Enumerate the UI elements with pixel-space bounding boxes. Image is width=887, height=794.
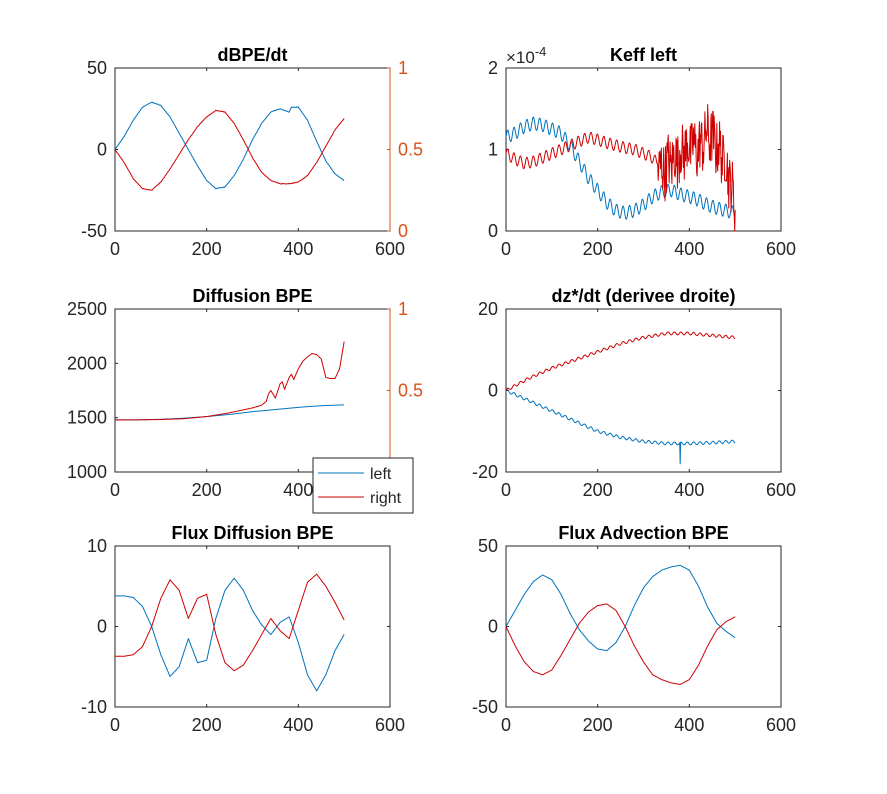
legend-box	[312, 457, 414, 514]
dz-dt-derivee-droite-xtick-label: 200	[583, 480, 613, 500]
flux-diffusion-bpe-series-left	[114, 577, 345, 692]
flux-diffusion-bpe-ytick-label: 10	[87, 536, 107, 556]
dz-dt-derivee-droite-series-left	[505, 389, 736, 465]
dbpe-dt-xtick-label: 400	[283, 239, 313, 259]
diffusion-bpe-xtick-label: 200	[192, 480, 222, 500]
flux-advection-bpe-series-right	[505, 603, 736, 685]
flux-advection-bpe-series-left	[505, 564, 736, 652]
diffusion-bpe-title: Diffusion BPE	[193, 286, 313, 306]
keff-left-ytick-label: 1	[488, 140, 498, 160]
diffusion-bpe-ytick-label: 1500	[67, 408, 107, 428]
keff-left-series-right	[505, 103, 736, 232]
diffusion-bpe-series-right	[114, 341, 345, 421]
diffusion-bpe-ytick-label: 2500	[67, 299, 107, 319]
flux-advection-bpe-ytick-label: 0	[488, 617, 498, 637]
dbpe-dt-series-right	[114, 109, 345, 191]
flux-advection-bpe-xtick-label: 600	[766, 715, 796, 735]
legend-label-left: left	[370, 466, 392, 483]
dz-dt-derivee-droite-title: dz*/dt (derivee droite)	[551, 286, 735, 306]
dbpe-dt-series-left	[114, 101, 345, 190]
keff-left-exponent-power: -4	[535, 44, 547, 59]
dbpe-dt-xtick-label: 200	[192, 239, 222, 259]
dbpe-dt-ytick-label: -50	[81, 221, 107, 241]
dz-dt-derivee-droite-ytick-label: 0	[488, 381, 498, 401]
diffusion-bpe-y2tick-label: 0.5	[398, 381, 423, 401]
dz-dt-derivee-droite-series-right	[505, 331, 736, 391]
flux-advection-bpe-xtick-label: 400	[674, 715, 704, 735]
dbpe-dt-ytick-label: 0	[97, 140, 107, 160]
keff-left-ytick-label: 0	[488, 221, 498, 241]
diffusion-bpe-xtick-label: 0	[110, 480, 120, 500]
flux-diffusion-bpe-xtick-label: 600	[375, 715, 405, 735]
keff-left-xtick-label: 400	[674, 239, 704, 259]
diffusion-bpe-xtick-label: 400	[283, 480, 313, 500]
keff-left-xtick-label: 0	[501, 239, 511, 259]
keff-left-xtick-label: 200	[583, 239, 613, 259]
dbpe-dt-xtick-label: 0	[110, 239, 120, 259]
flux-diffusion-bpe-title: Flux Diffusion BPE	[172, 523, 334, 543]
panel-diffusion-bpe: 020040060010001500200025000.51Diffusion …	[67, 286, 423, 500]
diffusion-bpe-ytick-label: 1000	[67, 462, 107, 482]
flux-diffusion-bpe-xtick-label: 200	[192, 715, 222, 735]
keff-left-xtick-label: 600	[766, 239, 796, 259]
flux-diffusion-bpe-xtick-label: 0	[110, 715, 120, 735]
flux-diffusion-bpe-series-right	[114, 573, 345, 672]
dbpe-dt-title: dBPE/dt	[218, 45, 288, 65]
flux-advection-bpe-title: Flux Advection BPE	[558, 523, 728, 543]
diffusion-bpe-ytick-label: 2000	[67, 353, 107, 373]
flux-diffusion-bpe-ytick-label: 0	[97, 617, 107, 637]
dz-dt-derivee-droite-ytick-label: 20	[478, 299, 498, 319]
keff-left-ytick-label: 2	[488, 58, 498, 78]
keff-left-title: Keff left	[610, 45, 677, 65]
dbpe-dt-y2tick-label: 0.5	[398, 140, 423, 160]
flux-advection-bpe-xtick-label: 0	[501, 715, 511, 735]
legend-label-right: right	[370, 490, 402, 507]
diffusion-bpe-y2tick-label: 1	[398, 299, 408, 319]
dz-dt-derivee-droite-xtick-label: 0	[501, 480, 511, 500]
dbpe-dt-xtick-label: 600	[375, 239, 405, 259]
dz-dt-derivee-droite-ytick-label: -20	[472, 462, 498, 482]
flux-diffusion-bpe-ytick-label: -10	[81, 697, 107, 717]
dbpe-dt-y2tick-label: 1	[398, 58, 408, 78]
legend: left right	[312, 457, 414, 514]
dz-dt-derivee-droite-xtick-label: 400	[674, 480, 704, 500]
flux-advection-bpe-ytick-label: 50	[478, 536, 498, 556]
dbpe-dt-ytick-label: 50	[87, 58, 107, 78]
flux-advection-bpe-xtick-label: 200	[583, 715, 613, 735]
keff-left-series-left	[505, 116, 736, 220]
dbpe-dt-y2tick-label: 0	[398, 221, 408, 241]
flux-advection-bpe-ytick-label: -50	[472, 697, 498, 717]
flux-diffusion-bpe-xtick-label: 400	[283, 715, 313, 735]
dz-dt-derivee-droite-xtick-label: 600	[766, 480, 796, 500]
